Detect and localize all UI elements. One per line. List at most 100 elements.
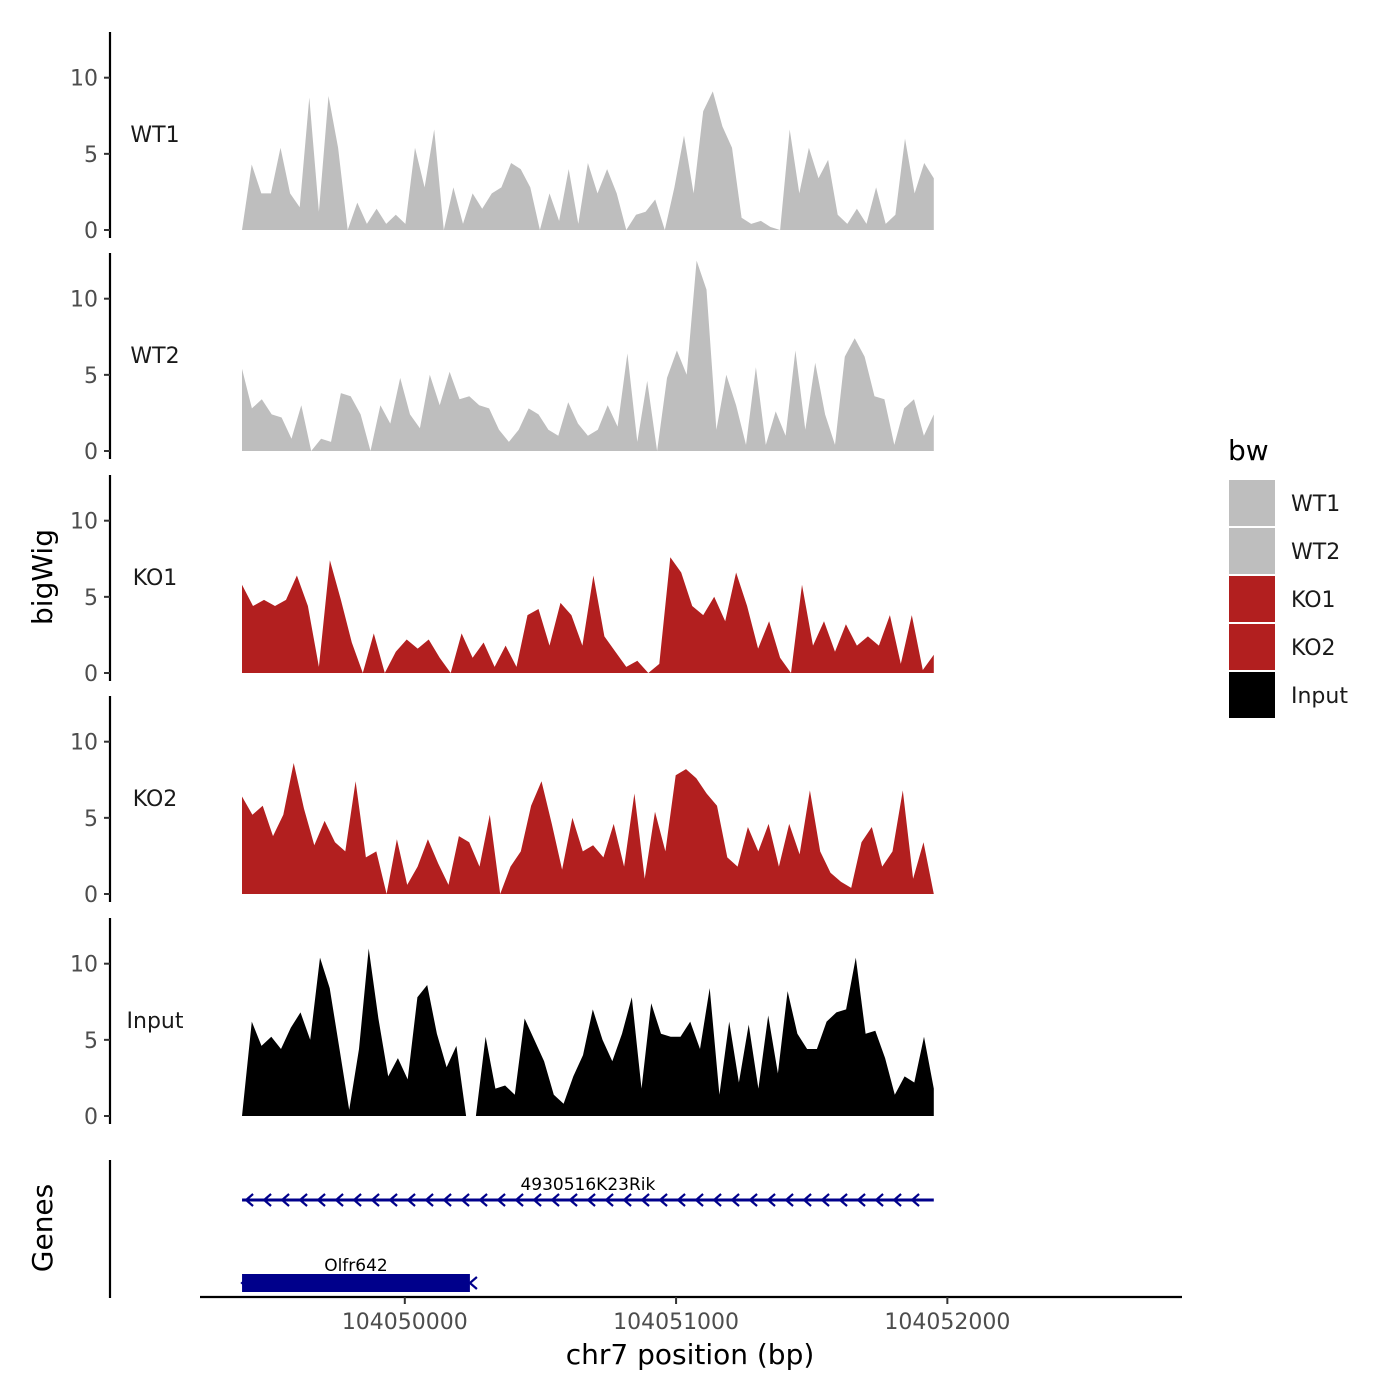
legend-swatch [1229, 480, 1275, 526]
strand-arrow [694, 1193, 704, 1207]
strand-arrow [676, 1193, 686, 1207]
strand-arrow [532, 1193, 542, 1207]
strand-arrow [514, 1193, 524, 1207]
legend-layer: WT1 WT2 KO1 KO2 Input [1229, 480, 1348, 718]
strand-arrow [244, 1193, 254, 1207]
y-tick-label: 0 [84, 440, 98, 465]
strand-arrow [298, 1193, 308, 1207]
legend-swatch [1229, 672, 1275, 718]
y-tick-label: 10 [70, 67, 98, 92]
tracks-layer: 0 5 10 WT1 0 5 10 WT2 0 5 10 KO1 0 5 10 KO2 0 5 10 Input [70, 32, 934, 1130]
track-label-wt2: WT2 [130, 344, 179, 369]
strand-arrow [388, 1193, 398, 1207]
x-tick-label: 104050000 [342, 1310, 468, 1335]
legend-label: KO2 [1291, 636, 1336, 661]
strand-arrow [442, 1193, 452, 1207]
legend-item-wt1: WT1 [1229, 480, 1340, 526]
y-tick-label: 5 [84, 1029, 98, 1054]
strand-arrow [712, 1193, 722, 1207]
legend-swatch [1229, 528, 1275, 574]
strand-arrow [874, 1193, 884, 1207]
y-tick-label: 10 [70, 288, 98, 313]
strand-arrow [550, 1193, 560, 1207]
strand-arrow [730, 1193, 740, 1207]
y-tick-label: 10 [70, 731, 98, 756]
legend-label: Input [1291, 684, 1348, 709]
legend-swatch [1229, 624, 1275, 670]
strand-arrow [478, 1193, 488, 1207]
gene-label: Olfr642 [324, 1256, 388, 1276]
strand-arrow [280, 1193, 290, 1207]
y-tick-label: 5 [84, 807, 98, 832]
strand-arrow [604, 1193, 614, 1207]
legend-item-input: Input [1229, 672, 1348, 718]
strand-arrow [586, 1193, 596, 1207]
track-label-wt1: WT1 [130, 123, 179, 148]
gene-exon [242, 1274, 470, 1292]
track-wt2: 0 5 10 WT2 [70, 253, 934, 465]
y-tick-label: 0 [84, 883, 98, 908]
y-tick-label: 0 [84, 662, 98, 687]
legend-item-wt2: WT2 [1229, 528, 1340, 574]
strand-arrow [622, 1193, 632, 1207]
y-tick-label: 0 [84, 1105, 98, 1130]
gene-4930516k23rik: 4930516K23Rik [242, 1175, 934, 1207]
area-ko1 [242, 557, 934, 673]
strand-arrow [262, 1193, 272, 1207]
strand-arrow [820, 1193, 830, 1207]
y-tick-label: 10 [70, 953, 98, 978]
strand-arrow [468, 1276, 478, 1290]
legend-title: bw [1228, 434, 1269, 467]
genes-track-label: Genes [26, 1184, 59, 1272]
legend-label: WT1 [1291, 492, 1340, 517]
track-label-input: Input [127, 1009, 184, 1034]
area-wt1 [242, 91, 934, 231]
legend-label: KO1 [1291, 588, 1336, 613]
strand-arrow [892, 1193, 902, 1207]
strand-arrow [316, 1193, 326, 1207]
strand-arrow [496, 1193, 506, 1207]
strand-arrow [568, 1193, 578, 1207]
strand-arrow [352, 1193, 362, 1207]
strand-arrow [802, 1193, 812, 1207]
track-ko2: 0 5 10 KO2 [70, 696, 934, 908]
strand-arrow [766, 1193, 776, 1207]
area-wt2 [242, 260, 934, 451]
strand-arrow [748, 1193, 758, 1207]
strand-arrow [240, 1276, 250, 1290]
strand-arrow [460, 1193, 470, 1207]
track-ko1: 0 5 10 KO1 [70, 475, 934, 687]
legend-swatch [1229, 576, 1275, 622]
strand-arrow [406, 1193, 416, 1207]
gene-label: 4930516K23Rik [520, 1175, 655, 1195]
area-ko2 [242, 763, 934, 894]
strand-arrow [856, 1193, 866, 1207]
legend-item-ko1: KO1 [1229, 576, 1336, 622]
y-tick-label: 10 [70, 510, 98, 535]
strand-arrow [838, 1193, 848, 1207]
strand-arrow [658, 1193, 668, 1207]
gene-olfr642: Olfr642 [240, 1256, 478, 1292]
y-tick-label: 5 [84, 586, 98, 611]
y-tick-label: 0 [84, 219, 98, 244]
strand-arrow [370, 1193, 380, 1207]
strand-arrow [784, 1193, 794, 1207]
y-tick-label: 5 [84, 143, 98, 168]
y-axis-title: bigWig [26, 529, 59, 625]
legend-item-ko2: KO2 [1229, 624, 1336, 670]
strand-arrow [910, 1193, 920, 1207]
x-tick-label: 104052000 [884, 1310, 1010, 1335]
genes-layer: 4930516K23Rik Olfr642 [108, 1160, 934, 1298]
y-tick-label: 5 [84, 364, 98, 389]
area-input [242, 948, 934, 1116]
x-axis-title: chr7 position (bp) [566, 1338, 815, 1371]
legend-label: WT2 [1291, 540, 1340, 565]
track-wt1: 0 5 10 WT1 [70, 32, 934, 244]
track-input: 0 5 10 Input [70, 918, 934, 1130]
track-label-ko1: KO1 [133, 566, 178, 591]
x-axis-layer: 104050000 104051000 104052000 [200, 1295, 1182, 1335]
track-label-ko2: KO2 [133, 787, 178, 812]
strand-arrow [334, 1193, 344, 1207]
